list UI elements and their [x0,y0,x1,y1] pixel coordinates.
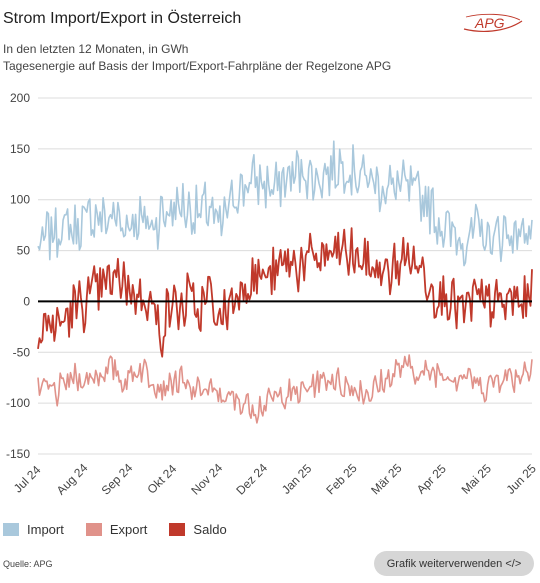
x-tick-label: Nov 24 [188,461,225,498]
legend-label-import: Import [27,522,64,537]
y-tick-label: 200 [10,91,30,105]
x-tick-label: Jun 25 [503,461,539,497]
y-tick-label: -50 [13,345,31,359]
x-tick-label: Jul 24 [11,463,44,496]
x-tick-label: Okt 24 [144,461,179,496]
x-tick-label: Jan 25 [279,461,315,497]
y-tick-label: -100 [6,396,30,410]
chart-subtitle-units: In den letzten 12 Monaten, in GWh [3,42,189,56]
chart-subtitle-description: Tagesenergie auf Basis der Import/Export… [3,59,392,73]
y-tick-label: -150 [6,447,30,461]
chart-area: 200 150 100 50 0 -50 -100 -150 Jul 24 Aug 24 Sep 2… [6,91,539,498]
series-line-import [37,140,533,267]
chart-title: Strom Import/Export in Österreich [3,10,242,27]
reuse-graphic-button[interactable]: Grafik weiterverwenden </> [374,551,534,576]
apg-logo: APG [463,13,523,32]
y-tick-label: 50 [17,244,31,258]
source-note: Quelle: APG [3,559,53,569]
series-line-export [37,354,533,424]
chart-legend: Import Export Saldo [3,522,249,537]
y-tick-label: 100 [10,193,30,207]
legend-swatch-saldo [169,523,186,536]
legend-item-saldo[interactable]: Saldo [169,522,227,537]
series-line-saldo [37,227,533,358]
y-tick-label: 0 [23,294,30,308]
x-tick-label: Feb 25 [323,461,360,498]
x-tick-label: Apr 25 [414,461,449,496]
legend-swatch-import [3,523,19,536]
legend-item-export[interactable]: Export [85,522,148,537]
logo-text: APG [474,15,505,31]
x-tick-label: Dez 24 [233,461,270,498]
y-tick-label: 150 [10,142,30,156]
x-tick-label: Aug 24 [54,461,91,498]
legend-swatch-export [85,523,102,536]
legend-item-import[interactable]: Import [3,522,64,537]
x-tick-label: Sep 24 [99,461,136,498]
x-tick-label: Mär 25 [368,461,405,498]
legend-label-saldo: Saldo [193,522,227,537]
legend-label-export: Export [109,522,148,537]
x-tick-label: Mai 25 [459,461,495,497]
